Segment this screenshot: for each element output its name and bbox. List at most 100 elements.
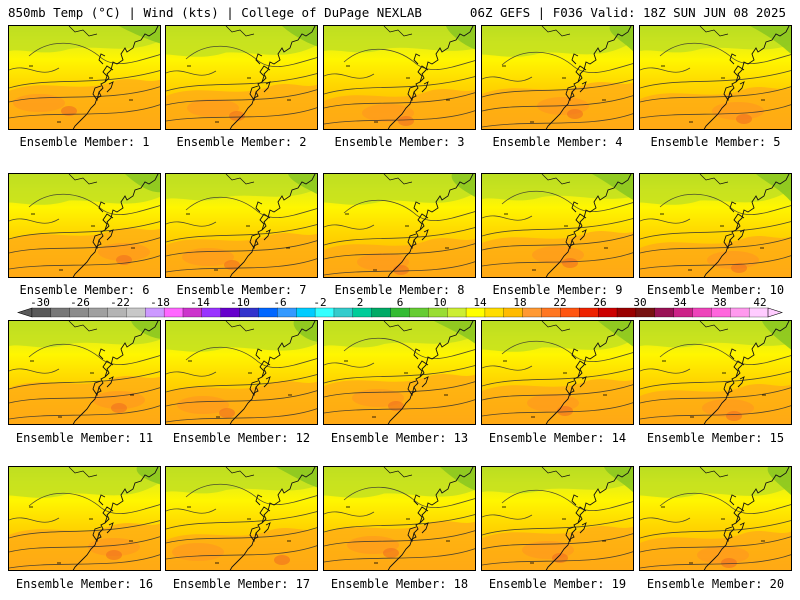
colorbar-swatch [352, 307, 373, 318]
temperature-map [166, 26, 317, 129]
temperature-map [9, 321, 160, 424]
temperature-map [166, 467, 317, 570]
temperature-map [324, 26, 475, 129]
ensemble-member-label: Ensemble Member: 6 [19, 283, 150, 297]
ensemble-map-panel [8, 320, 161, 425]
temperature-map [324, 467, 475, 570]
ensemble-map-panel [8, 25, 161, 130]
colorbar-swatch [465, 307, 486, 318]
colorbar-swatch [598, 307, 618, 318]
colorbar-swatch [126, 307, 146, 318]
ensemble-member-label: Ensemble Member: 9 [492, 283, 623, 297]
ensemble-map-panel [323, 320, 476, 425]
ensemble-member-label: Ensemble Member: 2 [176, 135, 307, 149]
colorbar-swatch [258, 307, 278, 318]
colorbar-swatch [692, 307, 712, 318]
ensemble-member-label: Ensemble Member: 8 [334, 283, 465, 297]
ensemble-map-panel [8, 466, 161, 571]
ensemble-member-label: Ensemble Member: 18 [330, 577, 469, 591]
ensemble-map-panel [639, 173, 792, 278]
temperature-map [640, 174, 791, 277]
colorbar-max-arrow [767, 307, 783, 318]
colorbar-tick-label: 34 [673, 296, 687, 309]
colorbar-tick-label: 22 [553, 296, 566, 309]
colorbar-swatch [333, 307, 354, 318]
temperature-map [324, 321, 475, 424]
ensemble-map-panel [323, 25, 476, 130]
ensemble-map-panel [8, 173, 161, 278]
chart-header-left: 850mb Temp (°C) | Wind (kts) | College o… [8, 5, 422, 20]
ensemble-member-label: Ensemble Member: 4 [492, 135, 623, 149]
temperature-map [640, 467, 791, 570]
temperature-map [482, 174, 633, 277]
colorbar-tick-label: 42 [753, 296, 766, 309]
colorbar-tick-label: 6 [397, 296, 404, 309]
colorbar-swatch [616, 307, 637, 318]
colorbar-swatch [390, 307, 410, 318]
ensemble-map-panel [323, 173, 476, 278]
colorbar-swatch [182, 307, 203, 318]
colorbar-tick-label: -10 [230, 296, 250, 309]
ensemble-map-panel [165, 173, 318, 278]
temperature-map [482, 321, 633, 424]
ensemble-member-label: Ensemble Member: 10 [646, 283, 785, 297]
temperature-map [9, 174, 160, 277]
colorbar-swatch [711, 307, 731, 318]
colorbar-min-arrow [17, 307, 33, 318]
colorbar-tick-label: 10 [433, 296, 446, 309]
temperature-colorbar: -30 -26 -22 -18 -14 -10 -6 -2 2 6 10 14 18 22 26 30 34 38… [17, 296, 783, 318]
colorbar-swatch [447, 307, 467, 318]
ensemble-map-panel [639, 466, 792, 571]
temperature-map [482, 26, 633, 129]
colorbar-swatch [654, 307, 675, 318]
colorbar-tick-label: -2 [313, 296, 326, 309]
colorbar-swatch [503, 307, 524, 318]
colorbar-tick-label: -14 [190, 296, 210, 309]
colorbar-tick-label: -26 [70, 296, 90, 309]
ensemble-member-label: Ensemble Member: 13 [330, 431, 469, 445]
colorbar-swatch [484, 307, 505, 318]
colorbar-swatch [371, 307, 392, 318]
colorbar-swatch [239, 307, 260, 318]
temperature-map [9, 467, 160, 570]
chart-header-right: 06Z GEFS | F036 Valid: 18Z SUN JUN 08 20… [469, 5, 786, 20]
ensemble-map-panel [165, 320, 318, 425]
ensemble-member-label: Ensemble Member: 5 [650, 135, 781, 149]
colorbar-swatch [31, 307, 52, 318]
colorbar-swatch [748, 307, 769, 318]
temperature-map [640, 321, 791, 424]
colorbar-swatch [69, 307, 90, 318]
colorbar-swatch [277, 307, 297, 318]
ensemble-member-label: Ensemble Member: 17 [172, 577, 311, 591]
colorbar-swatch [730, 307, 750, 318]
colorbar-swatch [541, 307, 561, 318]
ensemble-member-label: Ensemble Member: 7 [176, 283, 307, 297]
colorbar-tick-label: -30 [30, 296, 50, 309]
ensemble-map-panel [481, 466, 634, 571]
ensemble-member-label: Ensemble Member: 3 [334, 135, 465, 149]
colorbar-tick-label: 30 [633, 296, 646, 309]
colorbar-tick-label: -22 [110, 296, 130, 309]
colorbar-swatch [50, 307, 71, 318]
ensemble-map-panel [323, 466, 476, 571]
ensemble-map-panel [165, 466, 318, 571]
ensemble-map-panel [481, 25, 634, 130]
colorbar-swatch [220, 307, 241, 318]
colorbar-swatch [409, 307, 429, 318]
colorbar-swatch [107, 307, 127, 318]
colorbar-swatch [428, 307, 448, 318]
ensemble-map-panel [481, 173, 634, 278]
temperature-map [482, 467, 633, 570]
colorbar-tick-label: 26 [593, 296, 606, 309]
colorbar-tick-label: 38 [713, 296, 726, 309]
temperature-map [166, 174, 317, 277]
colorbar-swatch [145, 307, 165, 318]
ensemble-member-label: Ensemble Member: 11 [15, 431, 154, 445]
colorbar-tick-label: 14 [473, 296, 487, 309]
colorbar-swatch [314, 307, 335, 318]
ensemble-member-label: Ensemble Member: 14 [488, 431, 627, 445]
colorbar-tick-label: -6 [273, 296, 286, 309]
ensemble-member-label: Ensemble Member: 20 [646, 577, 785, 591]
temperature-map [166, 321, 317, 424]
colorbar-swatch [560, 307, 580, 318]
